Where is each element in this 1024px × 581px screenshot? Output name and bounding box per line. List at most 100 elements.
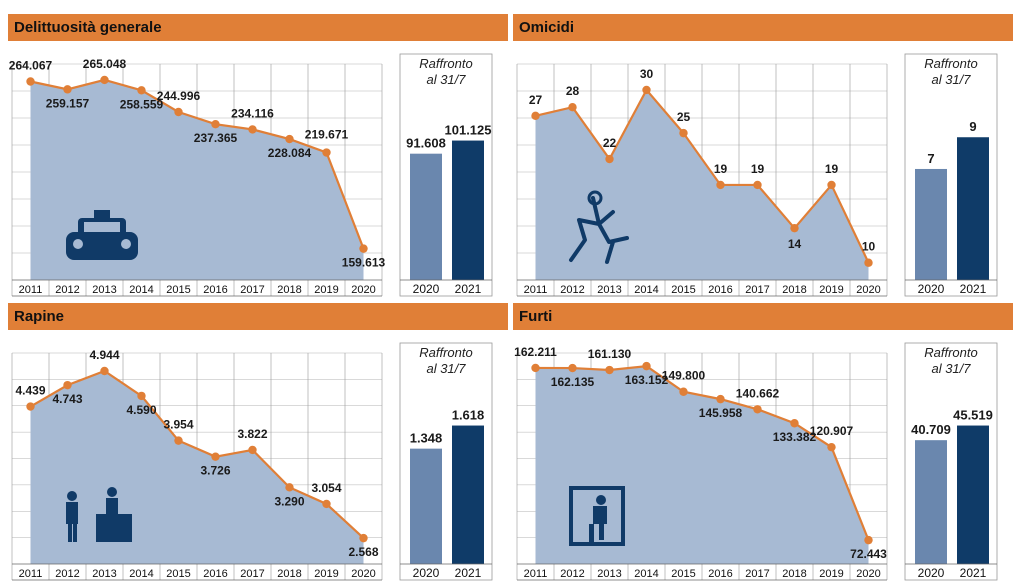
data-point bbox=[753, 180, 762, 190]
data-label: 4.944 bbox=[89, 348, 119, 362]
chart-omicidi: 27 28 22 30 25 19 19 14 19 10 2011 2012 2013 2014 2015… bbox=[516, 53, 998, 297]
comparison-title-line1: Raffronto bbox=[419, 345, 472, 360]
data-label: 3.954 bbox=[163, 418, 193, 432]
x-tick-label: 2014 bbox=[634, 568, 658, 580]
data-label: 159.613 bbox=[342, 256, 386, 270]
data-point bbox=[100, 75, 109, 85]
comparison-year-label: 2020 bbox=[413, 282, 440, 296]
comparison-title-line2: al 31/7 bbox=[931, 361, 971, 376]
data-point bbox=[248, 125, 257, 134]
comparison-bar bbox=[957, 425, 989, 564]
data-point bbox=[568, 363, 577, 373]
comparison-value-label: 40.709 bbox=[911, 422, 951, 437]
data-point bbox=[864, 258, 873, 267]
x-tick-label: 2020 bbox=[856, 568, 880, 580]
x-tick-label: 2012 bbox=[560, 284, 584, 296]
x-tick-label: 2011 bbox=[524, 568, 548, 580]
data-point bbox=[679, 128, 688, 138]
x-tick-label: 2019 bbox=[314, 284, 338, 296]
comparison-title-line1: Raffronto bbox=[924, 345, 977, 360]
x-tick-label: 2017 bbox=[745, 568, 769, 580]
x-tick-label: 2015 bbox=[166, 284, 190, 296]
data-point bbox=[790, 223, 799, 233]
data-point bbox=[716, 394, 725, 404]
data-point bbox=[827, 180, 836, 190]
comparison-year-label: 2021 bbox=[455, 282, 482, 296]
chalk-outline-icon bbox=[569, 190, 629, 264]
x-tick-label: 2012 bbox=[560, 568, 584, 580]
x-tick-label: 2011 bbox=[19, 568, 43, 580]
comparison-value-label: 7 bbox=[927, 151, 934, 166]
police-car-icon bbox=[66, 210, 138, 260]
series-line bbox=[29, 369, 365, 539]
comparison-bar bbox=[410, 153, 442, 280]
x-tick-label: 2013 bbox=[597, 284, 621, 296]
comparison-bar bbox=[452, 425, 484, 564]
data-label: 4.439 bbox=[15, 384, 45, 398]
data-label: 28 bbox=[566, 84, 580, 98]
data-point bbox=[26, 402, 35, 411]
data-point bbox=[137, 391, 146, 401]
panel-delittuosita: Delittuosità generale 264.067 259.157 265.… bbox=[8, 14, 508, 297]
x-tick-label: 2013 bbox=[597, 568, 621, 580]
comparison-title-line1: Raffronto bbox=[419, 56, 472, 71]
data-label: 219.671 bbox=[305, 128, 349, 142]
data-point bbox=[211, 452, 220, 461]
panel-title: Delittuosità generale bbox=[8, 14, 508, 41]
data-point bbox=[827, 442, 836, 452]
data-label: 2.568 bbox=[348, 545, 378, 559]
comparison-value-label: 1.618 bbox=[452, 408, 485, 423]
x-tick-label: 2018 bbox=[782, 284, 806, 296]
comparison-value-label: 9 bbox=[969, 119, 976, 134]
data-label: 3.726 bbox=[200, 464, 230, 478]
comparison-title-line1: Raffronto bbox=[924, 56, 977, 71]
x-tick-label: 2011 bbox=[524, 284, 548, 296]
data-label: 27 bbox=[529, 93, 543, 107]
data-label: 163.152 bbox=[625, 373, 669, 387]
data-label: 258.559 bbox=[120, 97, 164, 111]
data-label: 133.382 bbox=[773, 430, 817, 444]
comparison-bar bbox=[957, 137, 989, 280]
burglar-window-icon bbox=[569, 486, 625, 546]
data-point bbox=[100, 366, 109, 376]
data-point bbox=[359, 244, 368, 253]
x-tick-label: 2018 bbox=[782, 568, 806, 580]
series-line bbox=[535, 87, 870, 264]
data-point bbox=[790, 419, 799, 428]
comparison-year-label: 2021 bbox=[960, 566, 987, 580]
comparison-value-label: 101.125 bbox=[445, 123, 492, 138]
x-tick-label: 2018 bbox=[277, 284, 301, 296]
panel-title: Furti bbox=[513, 303, 1013, 330]
data-label: 72.443 bbox=[850, 547, 887, 561]
x-tick-label: 2013 bbox=[92, 568, 116, 580]
comparison-year-label: 2020 bbox=[413, 566, 440, 580]
x-tick-label: 2012 bbox=[55, 284, 79, 296]
data-point bbox=[248, 445, 257, 455]
data-point bbox=[285, 134, 294, 144]
panel-title: Omicidi bbox=[513, 14, 1013, 41]
data-label: 25 bbox=[677, 110, 691, 124]
area-fill bbox=[535, 366, 869, 564]
x-tick-label: 2017 bbox=[240, 284, 264, 296]
data-point bbox=[531, 111, 540, 121]
data-point bbox=[753, 405, 762, 414]
data-label: 4.743 bbox=[52, 392, 82, 406]
comparison-year-label: 2021 bbox=[455, 566, 482, 580]
data-label: 244.996 bbox=[157, 89, 201, 103]
data-label: 19 bbox=[751, 162, 765, 176]
x-tick-label: 2018 bbox=[277, 568, 301, 580]
x-tick-label: 2015 bbox=[671, 284, 695, 296]
data-point bbox=[679, 387, 688, 396]
data-point bbox=[26, 77, 35, 86]
comparison-year-label: 2020 bbox=[918, 282, 945, 296]
panel-title: Rapine bbox=[8, 303, 508, 330]
data-label: 19 bbox=[825, 162, 839, 176]
data-point bbox=[864, 535, 873, 545]
comparison-bar bbox=[452, 140, 484, 280]
x-tick-label: 2019 bbox=[819, 568, 843, 580]
comparison-bar bbox=[410, 448, 442, 564]
area-fill bbox=[535, 89, 869, 280]
comparison-value-label: 91.608 bbox=[406, 136, 446, 151]
data-point bbox=[605, 365, 614, 375]
